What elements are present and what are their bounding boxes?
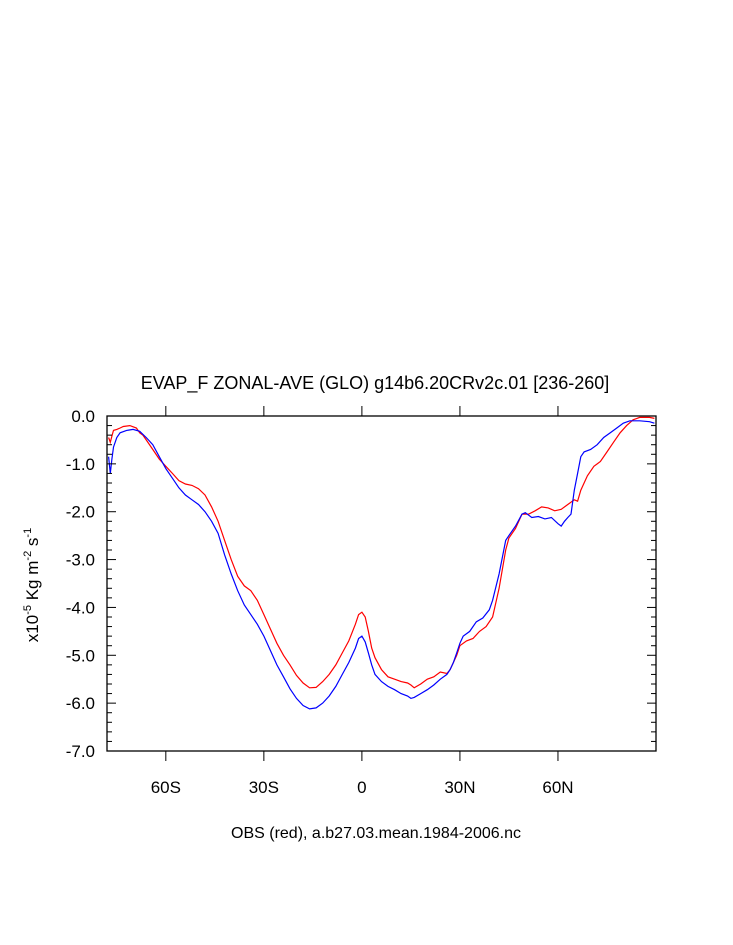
series-line-0 <box>108 416 655 689</box>
x-tick-label: 0 <box>357 778 366 797</box>
y-tick-label: -5.0 <box>66 646 95 665</box>
y-axis-label-mid2: s <box>23 538 42 551</box>
chart-title: EVAP_F ZONAL-AVE (GLO) g14b6.20CRv2c.01 … <box>141 373 610 394</box>
y-axis-label-exp1: -5 <box>22 605 34 615</box>
plot-frame <box>106 415 657 752</box>
y-tick-label: -1.0 <box>66 455 95 474</box>
plot-area: 0.0 -1.0 -2.0 -3.0 -4.0 -5.0 -6.0 -7.0 60S 30S 0 30… <box>66 406 657 797</box>
y-axis-label: x10-5 Kg m-2 s-1 <box>22 528 42 642</box>
series-line-1 <box>108 420 655 710</box>
y-tick-label: -3.0 <box>66 551 95 570</box>
y-tick-label: -4.0 <box>66 598 95 617</box>
x-tick-label: 60N <box>542 778 573 797</box>
chart-footnote: OBS (red), a.b27.03.mean.1984-2006.nc <box>231 825 521 842</box>
y-axis-label-exp3: -1 <box>22 528 34 538</box>
y-tick-label: -6.0 <box>66 694 95 713</box>
y-axis-label-prefix: x10 <box>23 615 42 642</box>
y-axis-label-mid1: Kg m <box>23 561 42 605</box>
y-tick-label: -2.0 <box>66 503 95 522</box>
x-tick-label: 60S <box>151 778 181 797</box>
y-tick-label: -7.0 <box>66 742 95 761</box>
y-tick-label: 0.0 <box>71 407 95 426</box>
y-axis-label-exp2: -2 <box>22 551 34 561</box>
x-tick-label: 30S <box>249 778 279 797</box>
x-tick-label: 30N <box>444 778 475 797</box>
